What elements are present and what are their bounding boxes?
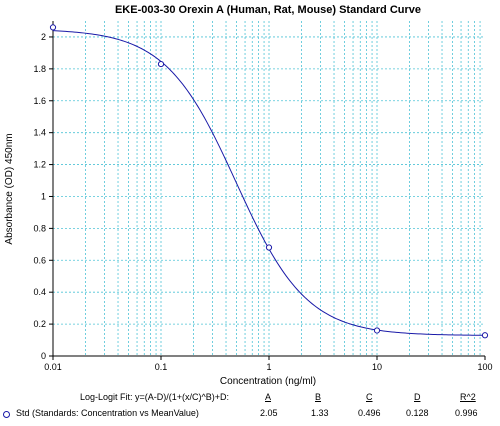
- data-point: [157, 60, 165, 68]
- y-axis-label: Absorbance (OD) 450nm: [4, 133, 15, 244]
- standard-curve-chart: EKE-003-30 Orexin A (Human, Rat, Mouse) …: [4, 4, 493, 387]
- legend-header-row: Log-Logit Fit: y=(A-D)/(1+(x/C)^B)+D: A …: [0, 392, 500, 406]
- fit-legend: Log-Logit Fit: y=(A-D)/(1+(x/C)^B)+D: A …: [0, 392, 500, 426]
- y-tick-label: 0.4: [33, 287, 46, 297]
- x-axis-label: Concentration (ng/ml): [220, 376, 316, 387]
- param-header-r2: R^2: [460, 392, 476, 402]
- y-tick-label: 1.4: [33, 128, 46, 138]
- y-tick-label: 0.8: [33, 223, 46, 233]
- param-value-a: 2.05: [260, 408, 278, 418]
- x-tick-label: 10: [372, 362, 382, 372]
- data-points: [49, 24, 489, 339]
- data-point: [265, 244, 273, 251]
- data-point: [49, 24, 57, 31]
- y-tick-label: 1.2: [33, 160, 46, 170]
- param-value-b: 1.33: [311, 408, 329, 418]
- param-header-c: C: [366, 392, 373, 402]
- y-tick-label: 1.8: [33, 64, 46, 74]
- series-marker-icon: [3, 411, 10, 418]
- y-tick-label: 2: [41, 32, 46, 42]
- x-tick-label: 1: [266, 362, 271, 372]
- chart-title: EKE-003-30 Orexin A (Human, Rat, Mouse) …: [115, 4, 421, 16]
- legend-series-row: Std (Standards: Concentration vs MeanVal…: [0, 408, 500, 422]
- param-value-d: 0.128: [406, 408, 429, 418]
- y-tick-label: 0: [41, 351, 46, 361]
- fit-model-label: Log-Logit Fit: y=(A-D)/(1+(x/C)^B)+D:: [80, 392, 230, 402]
- x-tick-label: 0.01: [44, 362, 62, 372]
- x-tick-label: 0.1: [155, 362, 168, 372]
- x-tick-label: 100: [477, 362, 492, 372]
- param-value-c: 0.496: [358, 408, 381, 418]
- param-header-d: D: [414, 392, 421, 402]
- data-point: [373, 327, 381, 334]
- y-tick-label: 0.6: [33, 255, 46, 265]
- param-value-r2: 0.996: [455, 408, 478, 418]
- tick-labels: 0.01 0.1 1 10 100 0 0.2 0.4 0.6 0.8 1 1.2 1.4 1.6 1.8 2: [33, 32, 492, 372]
- param-header-b: B: [315, 392, 322, 402]
- y-tick-label: 1.6: [33, 96, 46, 106]
- grid-lines: [53, 21, 485, 356]
- data-point: [481, 332, 489, 339]
- param-header-a: A: [265, 392, 272, 402]
- y-tick-label: 1: [41, 191, 46, 201]
- y-tick-label: 0.2: [33, 319, 46, 329]
- series-label: Std (Standards: Concentration vs MeanVal…: [16, 408, 199, 418]
